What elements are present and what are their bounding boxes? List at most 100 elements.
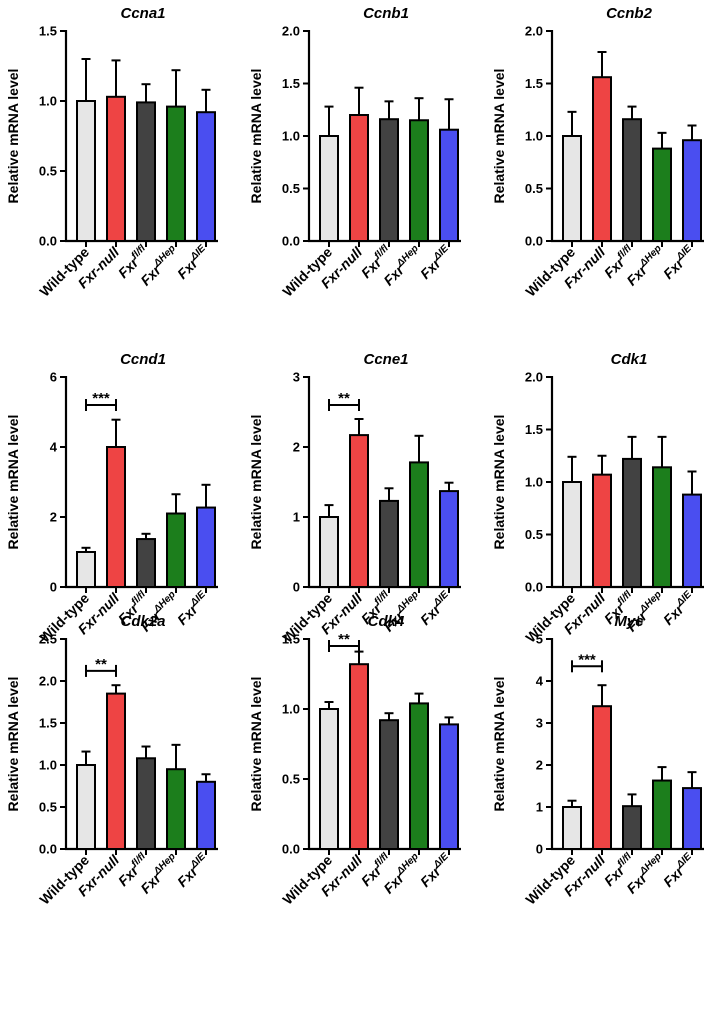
bar <box>682 787 702 850</box>
bar <box>379 118 399 242</box>
chart-title: Cdk2a <box>120 613 165 630</box>
category-superscript-text: ΔHep <box>151 589 178 616</box>
bar <box>409 461 429 588</box>
bar <box>196 780 216 850</box>
y-axis-label: Relative mRNA level <box>491 677 507 812</box>
category-superscript-text: ΔHep <box>637 243 664 270</box>
x-category-label: FxrΔIE <box>416 851 455 890</box>
x-category-label: FxrΔIE <box>173 589 212 628</box>
category-superscript-text: ΔHep <box>394 589 421 616</box>
y-tick-label: 5 <box>536 632 543 647</box>
y-tick-label: 0.0 <box>282 234 300 249</box>
bar <box>76 100 96 242</box>
x-category-label: FxrΔIE <box>416 589 455 628</box>
y-tick-label: 2.0 <box>282 24 300 39</box>
y-tick-label: 0.0 <box>525 234 543 249</box>
bar <box>166 768 186 851</box>
y-tick-label: 1.0 <box>282 129 300 144</box>
y-tick-label: 0.5 <box>525 527 543 542</box>
y-tick-label: 2 <box>536 758 543 773</box>
y-tick-label: 1.5 <box>39 24 57 39</box>
y-tick-label: 0.5 <box>39 164 57 179</box>
y-tick-label: 1.5 <box>282 76 300 91</box>
significance-label: ** <box>338 390 350 407</box>
y-tick-label: 0.5 <box>282 181 300 196</box>
y-tick-label: 3 <box>536 716 543 731</box>
bar <box>196 506 216 588</box>
y-axis-label: Relative mRNA level <box>5 677 21 812</box>
category-superscript-text: ΔHep <box>151 243 178 270</box>
bar <box>682 139 702 242</box>
bar <box>592 473 612 588</box>
bar <box>562 481 582 588</box>
bar <box>409 119 429 242</box>
bar <box>592 76 612 242</box>
bar <box>76 551 96 588</box>
y-tick-label: 2.5 <box>39 632 57 647</box>
chart-title: Ccnb1 <box>363 5 409 22</box>
y-tick-label: 1.5 <box>39 716 57 731</box>
bar <box>166 512 186 588</box>
x-category-label: FxrΔIE <box>173 243 212 282</box>
y-tick-label: 4 <box>536 674 544 689</box>
bar <box>319 135 339 242</box>
y-axis-label: Relative mRNA level <box>5 415 21 550</box>
category-superscript-text: ΔHep <box>394 851 421 878</box>
y-axis-label: Relative mRNA level <box>248 69 264 204</box>
bar <box>136 757 156 851</box>
chart-title: Ccnb2 <box>606 5 653 22</box>
chart-title: Ccna1 <box>120 5 165 22</box>
y-tick-label: 0.0 <box>39 234 57 249</box>
category-superscript-text: ΔHep <box>637 851 664 878</box>
y-tick-label: 1.5 <box>525 422 543 437</box>
y-tick-label: 0.5 <box>525 181 543 196</box>
bar <box>319 516 339 588</box>
x-category-label: FxrΔIE <box>659 243 698 282</box>
category-superscript-text: ΔHep <box>151 851 178 878</box>
y-axis-label: Relative mRNA level <box>248 415 264 550</box>
y-tick-label: 0 <box>293 580 300 595</box>
bar <box>409 702 429 851</box>
bar <box>652 466 672 588</box>
chart-panel: Cdk2a Relative mRNA level 0.0 0.5 1.0 1.5 2.0 2… <box>5 613 218 908</box>
y-tick-label: 1.5 <box>525 76 543 91</box>
y-tick-label: 1.0 <box>525 129 543 144</box>
category-superscript-text: ΔHep <box>637 589 664 616</box>
y-tick-label: 6 <box>50 370 57 385</box>
bar <box>136 538 156 588</box>
y-axis-label: Relative mRNA level <box>5 69 21 204</box>
bar <box>562 135 582 242</box>
y-tick-label: 0 <box>536 842 543 857</box>
bar <box>379 719 399 851</box>
bar <box>439 723 459 851</box>
y-tick-label: 1 <box>293 510 300 525</box>
y-tick-label: 1.0 <box>282 702 300 717</box>
y-tick-label: 4 <box>50 440 58 455</box>
y-tick-label: 0 <box>50 580 57 595</box>
y-tick-label: 0.0 <box>282 842 300 857</box>
significance-label: ** <box>338 631 350 648</box>
significance-label: ** <box>95 656 107 673</box>
y-tick-label: 3 <box>293 370 300 385</box>
chart-title: Cdk4 <box>368 613 405 630</box>
x-category-label: FxrΔIE <box>659 589 698 628</box>
x-category-label: FxrΔIE <box>416 243 455 282</box>
bar <box>106 95 126 242</box>
chart-title: Ccnd1 <box>120 351 166 368</box>
y-tick-label: 1.0 <box>39 758 57 773</box>
y-tick-label: 1.0 <box>525 475 543 490</box>
y-tick-label: 2 <box>293 440 300 455</box>
y-axis-label: Relative mRNA level <box>491 69 507 204</box>
bar <box>319 708 339 850</box>
bar <box>349 663 369 851</box>
bar <box>136 101 156 243</box>
bar <box>562 806 582 850</box>
y-tick-label: 0.5 <box>39 800 57 815</box>
